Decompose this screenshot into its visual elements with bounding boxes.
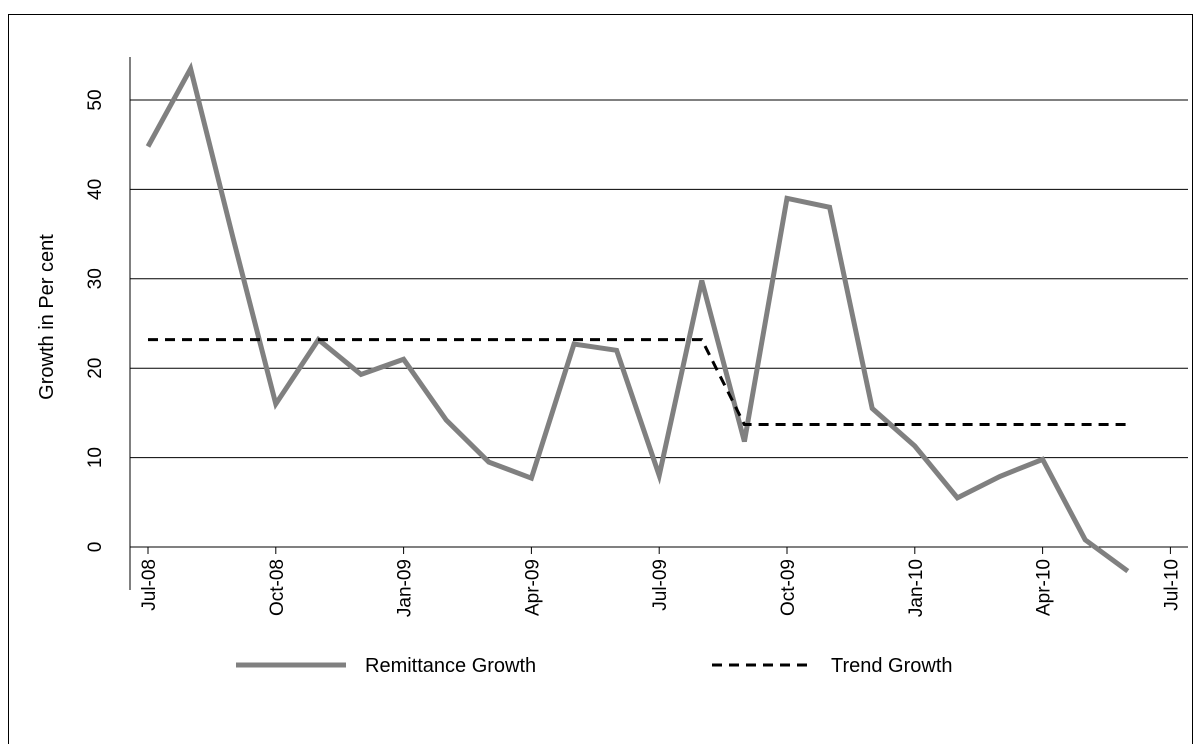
y-tick-label: 30 — [85, 268, 106, 289]
x-tick-label: Oct-08 — [267, 559, 288, 616]
x-tick-label: Jan-10 — [906, 559, 927, 617]
x-tick-label: Oct-09 — [778, 559, 799, 616]
x-tick-label: Jan-09 — [395, 559, 416, 617]
y-tick-label: 40 — [85, 179, 106, 200]
legend-label-trend-growth: Trend Growth — [831, 655, 953, 677]
x-tick-label: Apr-10 — [1034, 559, 1055, 616]
y-tick-label: 20 — [85, 358, 106, 379]
x-tick-label: Apr-09 — [522, 559, 543, 616]
x-tick-label: Jul-10 — [1161, 559, 1182, 611]
series-line-remittance-growth — [148, 69, 1128, 571]
legend-label-remittance-growth: Remittance Growth — [365, 655, 536, 677]
y-axis-label: Growth in Per cent — [36, 234, 58, 400]
x-tick-label: Jul-08 — [139, 559, 160, 611]
y-tick-label: 50 — [85, 89, 106, 110]
x-tick-label: Jul-09 — [650, 559, 671, 611]
y-tick-label: 10 — [85, 447, 106, 468]
y-tick-label: 0 — [85, 542, 106, 553]
